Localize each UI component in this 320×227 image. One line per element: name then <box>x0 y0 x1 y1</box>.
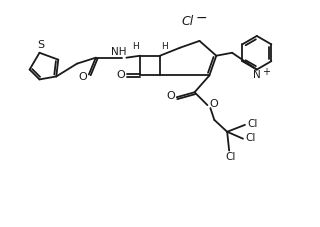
Text: H: H <box>132 42 139 51</box>
Text: O: O <box>116 70 125 80</box>
Text: N: N <box>253 70 261 80</box>
Text: +: + <box>262 67 270 76</box>
Text: Cl: Cl <box>248 119 258 129</box>
Text: O: O <box>166 91 175 101</box>
Text: S: S <box>37 40 44 50</box>
Text: O: O <box>79 72 87 82</box>
Text: NH: NH <box>111 47 126 57</box>
Text: Cl: Cl <box>246 133 256 143</box>
Text: −: − <box>196 11 207 25</box>
Text: O: O <box>209 99 218 109</box>
Text: Cl: Cl <box>181 15 194 28</box>
Text: H: H <box>162 42 168 51</box>
Text: Cl: Cl <box>225 153 235 163</box>
